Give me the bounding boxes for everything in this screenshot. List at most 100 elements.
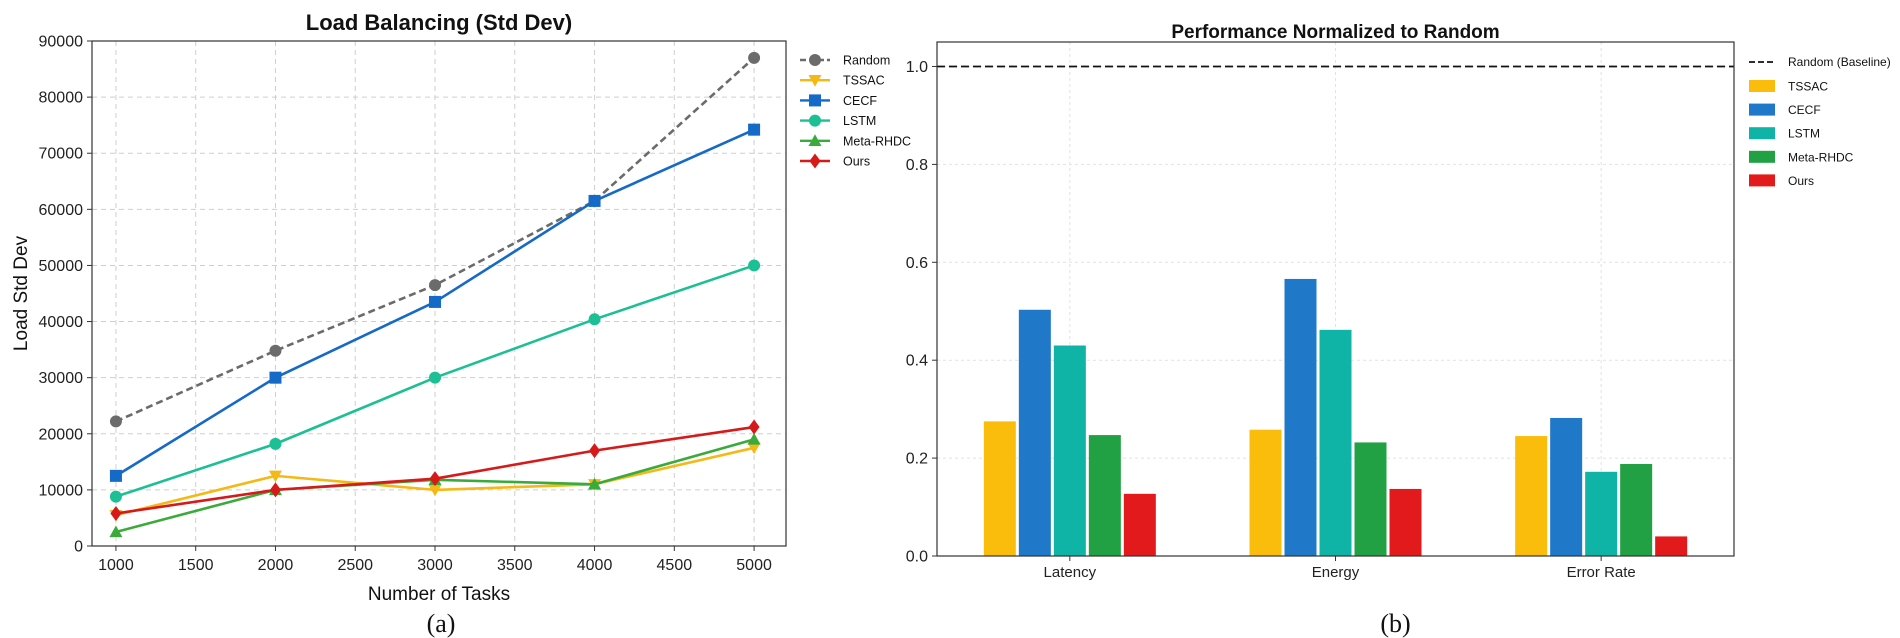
y-tick-label: 80000: [39, 90, 84, 107]
legend-marker: [809, 54, 821, 66]
y-tick-label: 0.0: [906, 549, 928, 566]
bar: [1123, 493, 1156, 556]
x-tick-label: 1000: [98, 557, 134, 574]
y-tick-label: 70000: [39, 146, 84, 163]
data-point: [429, 295, 442, 308]
series-lstm: [109, 259, 761, 503]
y-tick-label: 10000: [39, 482, 84, 499]
data-point: [429, 471, 441, 487]
bar: [1249, 429, 1282, 556]
data-point: [748, 123, 761, 136]
category-label: Error Rate: [1567, 564, 1636, 581]
y-tick-label: 20000: [39, 426, 84, 443]
data-point: [109, 490, 122, 503]
y-tick-label: 0.4: [906, 353, 928, 370]
legend-swatch: [1749, 174, 1775, 187]
line-chart-frame: [91, 40, 787, 547]
data-point: [428, 484, 442, 497]
bar: [1088, 435, 1121, 556]
bar-series-cecf: [1018, 278, 1583, 556]
bar: [1319, 329, 1352, 556]
legend-label: CECF: [1788, 103, 1821, 117]
legend-label: CECF: [843, 94, 877, 108]
bar: [983, 421, 1016, 556]
legend-item: Meta-RHDC: [1749, 150, 1854, 164]
bar-series-tssac: [983, 421, 1548, 556]
data-point: [109, 415, 122, 428]
legend-item: Ours: [1749, 174, 1814, 188]
line-chart-legend: Random TSSAC CECF LSTM Meta-RHDC Ours: [800, 54, 911, 169]
data-point: [748, 259, 761, 272]
x-tick-label: 3500: [497, 557, 533, 574]
data-point: [269, 344, 282, 357]
caption-a: (a): [427, 609, 456, 638]
bar-chart: 0.0 0.2 0.4 0.6 0.8 1.0 Latency Energy Error Rat…: [906, 22, 1891, 638]
category-label: Latency: [1044, 564, 1097, 581]
data-point: [747, 442, 761, 455]
x-tick-label: 4000: [577, 557, 613, 574]
legend-marker: [809, 153, 821, 169]
legend-swatch: [1749, 127, 1775, 140]
legend-swatch: [1749, 80, 1775, 92]
legend-item: LSTM: [1749, 127, 1820, 141]
data-point: [269, 437, 282, 450]
y-axis-label: Load Std Dev: [11, 235, 32, 351]
data-point: [269, 371, 282, 384]
data-point: [747, 432, 761, 445]
legend-label: TSSAC: [843, 74, 885, 88]
legend-marker: [808, 75, 822, 87]
legend-marker: [808, 134, 822, 146]
bar: [1585, 471, 1618, 556]
data-point: [589, 443, 601, 459]
bar: [1620, 463, 1653, 556]
legend-item-baseline: Random (Baseline): [1749, 55, 1891, 69]
category-label: Energy: [1312, 564, 1360, 581]
bar: [1389, 488, 1422, 556]
legend-label: Meta-RHDC: [1788, 150, 1854, 164]
data-point: [109, 469, 122, 482]
series-cecf: [109, 123, 761, 482]
y-tick-label: 0.2: [906, 451, 928, 468]
legend-item: CECF: [800, 94, 877, 108]
bar-chart-legend: Random (Baseline) TSSAC CECF LSTM Meta-RHDC O…: [1749, 55, 1891, 188]
legend-item: Ours: [800, 153, 870, 169]
series-ours: [110, 419, 760, 521]
bar: [1018, 309, 1051, 556]
line-chart-title: Load Balancing (Std Dev): [306, 10, 572, 35]
x-tick-label: 2000: [258, 557, 294, 574]
legend-label: Ours: [843, 155, 870, 169]
x-tick-label: 1500: [178, 557, 214, 574]
bar: [1284, 278, 1317, 556]
y-tick-label: 30000: [39, 370, 84, 387]
legend-item: Random: [800, 54, 890, 68]
data-point: [588, 477, 602, 490]
bar-chart-title: Performance Normalized to Random: [1171, 22, 1499, 43]
legend-swatch: [1749, 103, 1775, 116]
legend-item: LSTM: [800, 114, 876, 128]
y-tick-label: 50000: [39, 258, 84, 275]
series-tssac: [109, 442, 761, 522]
legend-label: LSTM: [843, 114, 876, 128]
bar: [1655, 536, 1688, 556]
x-axis-label: Number of Tasks: [368, 584, 510, 605]
data-point: [269, 482, 281, 498]
legend-label: Random: [843, 54, 890, 68]
y-tick-label: 60000: [39, 202, 84, 219]
data-point: [429, 279, 442, 292]
legend-marker: [809, 114, 821, 127]
legend-item: Meta-RHDC: [800, 134, 911, 148]
bar: [1515, 436, 1548, 556]
legend-label: Meta-RHDC: [843, 134, 911, 148]
data-point: [748, 419, 760, 435]
bar: [1550, 417, 1583, 556]
y-tick-label: 40000: [39, 314, 84, 331]
bar-series-ours: [1123, 488, 1688, 556]
legend-label: Ours: [1788, 174, 1814, 188]
caption-b: (b): [1380, 609, 1410, 638]
data-point: [748, 51, 761, 64]
bar-series-meta-rhdc: [1088, 435, 1653, 556]
legend-item: CECF: [1749, 103, 1821, 117]
x-tick-label: 2500: [337, 557, 373, 574]
legend-label: Random (Baseline): [1788, 55, 1891, 69]
